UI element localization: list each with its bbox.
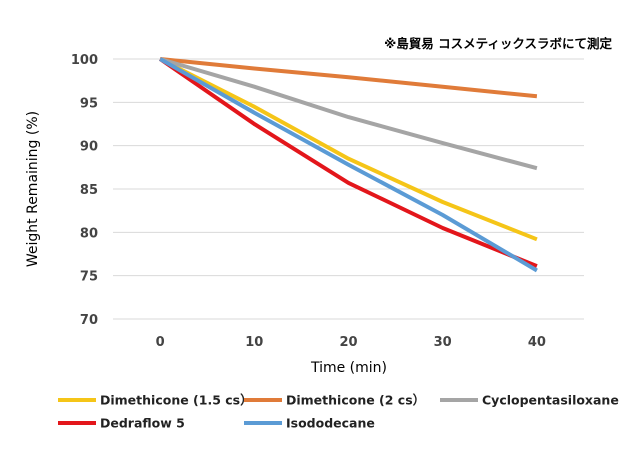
series-line — [159, 57, 538, 171]
y-axis-ticks: 70 75 80 85 90 95 100 — [71, 53, 98, 328]
grid — [113, 58, 584, 320]
y-tick-label: 90 — [80, 140, 98, 155]
series-lines — [158, 57, 538, 273]
legend-label: Isododecane — [286, 416, 375, 431]
series-line — [159, 57, 538, 273]
x-axis-ticks: 0 10 20 30 40 — [156, 335, 546, 350]
y-tick-label: 95 — [80, 96, 98, 111]
y-tick-label: 70 — [80, 313, 98, 328]
legend-label: Cyclopentasiloxane — [482, 393, 619, 408]
legend-label: Dedraflow 5 — [100, 416, 185, 431]
series-line — [158, 57, 538, 268]
legend-label: Dimethicone (2 cs） — [286, 393, 425, 408]
x-tick-label: 0 — [156, 335, 165, 350]
legend-label: Dimethicone (1.5 cs） — [100, 393, 253, 408]
y-tick-label: 75 — [80, 270, 98, 285]
series-line — [159, 57, 538, 99]
x-tick-label: 10 — [245, 335, 263, 350]
y-axis-title: Weight Remaining (%) — [25, 111, 41, 267]
x-tick-label: 20 — [339, 335, 357, 350]
x-axis-title: Time (min) — [310, 360, 387, 376]
y-tick-label: 100 — [71, 53, 98, 68]
y-tick-label: 85 — [80, 183, 98, 198]
x-tick-label: 40 — [528, 335, 546, 350]
legend: Dimethicone (1.5 cs） Dimethicone (2 cs） Cy… — [58, 393, 619, 431]
x-tick-label: 30 — [434, 335, 452, 350]
y-tick-label: 80 — [80, 226, 98, 241]
series-line — [159, 57, 538, 242]
measurement-note: ※島貿易 コスメティックスラボにて測定 — [384, 36, 612, 51]
